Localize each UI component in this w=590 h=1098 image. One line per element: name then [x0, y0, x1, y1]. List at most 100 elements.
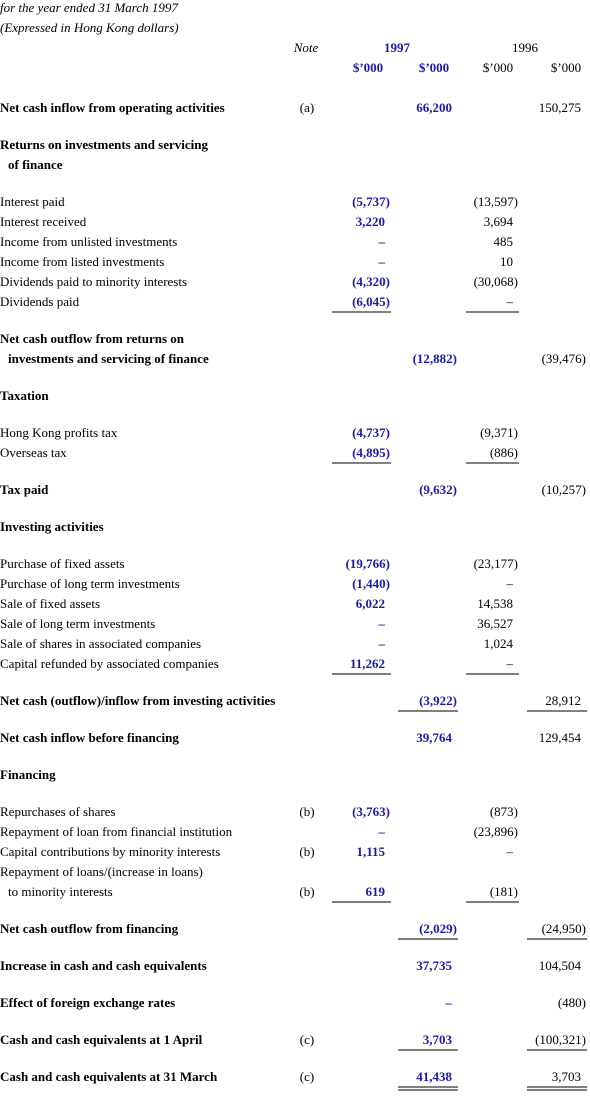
- amount: –: [378, 824, 386, 839]
- amount: –: [378, 234, 386, 249]
- amount: (30,068): [474, 274, 518, 289]
- amount: 14,538: [477, 596, 513, 611]
- amount: –: [506, 294, 514, 309]
- amount: (10,257): [542, 482, 586, 497]
- row-label: Returns on investments and servicing: [0, 137, 209, 152]
- amount: 3,703: [552, 1069, 581, 1084]
- amount: 28,912: [545, 693, 581, 708]
- amount: 619: [366, 884, 386, 899]
- row-label: Repurchases of shares: [0, 804, 116, 819]
- amount: (4,737): [352, 425, 390, 440]
- amount: (9,371): [480, 425, 518, 440]
- amount: (12,882): [413, 351, 457, 366]
- amount: 37,735: [416, 958, 452, 973]
- amount: –: [378, 254, 386, 269]
- amount: (2,029): [419, 921, 457, 936]
- unit-header: $’000: [483, 60, 513, 75]
- amount: –: [506, 576, 514, 591]
- amount: (100,321): [535, 1032, 586, 1047]
- amount: 150,275: [539, 100, 581, 115]
- currency-note: (Expressed in Hong Kong dollars): [0, 20, 179, 35]
- year-header: 1996: [512, 40, 539, 55]
- note-ref: (b): [299, 884, 314, 899]
- amount: 485: [494, 234, 514, 249]
- row-label: Capital contributions by minority intere…: [0, 844, 220, 859]
- amount: 36,527: [477, 616, 513, 631]
- note-header: Note: [293, 40, 319, 55]
- period: for the year ended 31 March 1997: [0, 0, 178, 15]
- row-label: of finance: [8, 157, 63, 172]
- amount: (3,763): [352, 804, 390, 819]
- row-label: Interest paid: [0, 194, 65, 209]
- row-label: Sale of fixed assets: [0, 596, 100, 611]
- amount: 3,220: [356, 214, 385, 229]
- row-label: Net cash inflow from operating activitie…: [0, 100, 225, 115]
- amount: 6,022: [356, 596, 385, 611]
- row-label: Repayment of loans/(increase in loans): [0, 864, 203, 879]
- amount: 66,200: [416, 100, 452, 115]
- amount: 1,024: [484, 636, 514, 651]
- amount: (1,440): [352, 576, 390, 591]
- row-label: Purchase of fixed assets: [0, 556, 125, 571]
- amount: (9,632): [419, 482, 457, 497]
- row-label: Investing activities: [0, 519, 104, 534]
- amount: 11,262: [350, 656, 385, 671]
- row-label: Repayment of loan from financial institu…: [0, 824, 233, 839]
- amount: 10: [500, 254, 513, 269]
- row-label: investments and servicing of finance: [8, 351, 209, 366]
- row-label: Taxation: [0, 388, 49, 403]
- row-label: Net cash outflow from financing: [0, 921, 179, 936]
- amount: (873): [490, 804, 518, 819]
- amount: (4,895): [352, 445, 390, 460]
- row-label: Dividends paid: [0, 294, 80, 309]
- amount: 39,764: [416, 730, 452, 745]
- row-label: Dividends paid to minority interests: [0, 274, 187, 289]
- amount: (19,766): [346, 556, 390, 571]
- row-label: Overseas tax: [0, 445, 67, 460]
- row-label: Effect of foreign exchange rates: [0, 995, 175, 1010]
- row-label: Cash and cash equivalents at 31 March: [0, 1069, 218, 1084]
- row-label: Income from unlisted investments: [0, 234, 177, 249]
- amount: 129,454: [539, 730, 582, 745]
- row-label: to minority interests: [8, 884, 113, 899]
- amount: –: [445, 995, 453, 1010]
- row-label: Net cash (outflow)/inflow from investing…: [0, 693, 275, 708]
- amount: 104,504: [539, 958, 582, 973]
- row-label: Net cash inflow before financing: [0, 730, 179, 745]
- amount: (24,950): [542, 921, 586, 936]
- row-label: Cash and cash equivalents at 1 April: [0, 1032, 203, 1047]
- row-label: Interest received: [0, 214, 87, 229]
- row-label: Purchase of long term investments: [0, 576, 180, 591]
- amount: 1,115: [356, 844, 385, 859]
- note-ref: (c): [300, 1032, 314, 1047]
- amount: (181): [490, 884, 518, 899]
- amount: (480): [558, 995, 586, 1010]
- amount: (39,476): [542, 351, 586, 366]
- amount: (6,045): [352, 294, 390, 309]
- amount: –: [506, 656, 514, 671]
- row-label: Sale of shares in associated companies: [0, 636, 201, 651]
- note-ref: (c): [300, 1069, 314, 1084]
- amount: (5,737): [352, 194, 390, 209]
- note-ref: (a): [300, 100, 314, 115]
- amount: 3,694: [484, 214, 514, 229]
- row-label: Sale of long term investments: [0, 616, 155, 631]
- note-ref: (b): [299, 804, 314, 819]
- row-label: Tax paid: [0, 482, 49, 497]
- row-label: Increase in cash and cash equivalents: [0, 958, 207, 973]
- amount: (3,922): [419, 693, 457, 708]
- amount: (13,597): [474, 194, 518, 209]
- row-label: Capital refunded by associated companies: [0, 656, 219, 671]
- amount: (23,896): [474, 824, 518, 839]
- row-label: Hong Kong profits tax: [0, 425, 118, 440]
- amount: –: [506, 844, 514, 859]
- unit-header: $’000: [353, 60, 383, 75]
- amount: –: [378, 636, 386, 651]
- amount: (23,177): [474, 556, 518, 571]
- year-header: 1997: [384, 40, 411, 55]
- unit-header: $’000: [419, 60, 449, 75]
- row-label: Income from listed investments: [0, 254, 164, 269]
- amount: 41,438: [416, 1069, 452, 1084]
- amount: (4,320): [352, 274, 390, 289]
